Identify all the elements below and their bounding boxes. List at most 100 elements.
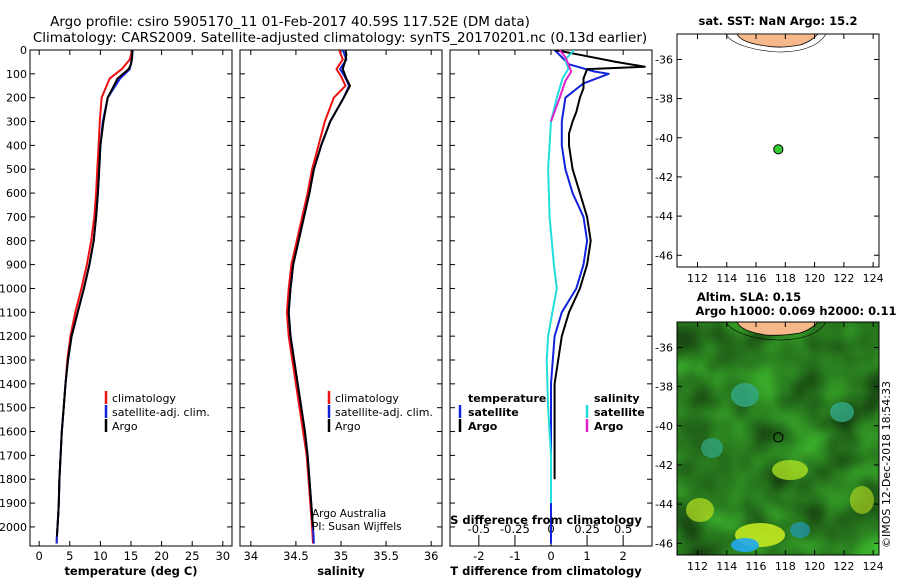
x-tick-label: 2 — [619, 549, 626, 563]
legend-label-argo: Argo — [335, 420, 361, 433]
x-tick-label: 25 — [185, 549, 200, 563]
salinity-y-ticks — [240, 49, 442, 528]
map-y-tick-label: -46 — [655, 249, 673, 262]
depth-tick-label: 1300 — [0, 354, 27, 367]
series-line-argo — [55, 50, 134, 537]
difference-panel: -2 -1 0 1 2 -0.5 -0.25 0 0.25 0.5 T difference f… — [449, 49, 653, 578]
depth-tick-label: 200 — [6, 92, 27, 105]
map-x-tick-label: 124 — [863, 272, 884, 285]
land-australia — [736, 34, 819, 48]
s-tick-label: -0.25 — [500, 522, 530, 536]
depth-tick-label: 300 — [6, 116, 27, 129]
depth-tick-label: 900 — [6, 259, 27, 272]
depth-tick-label: 600 — [6, 187, 27, 200]
difference-x-axis: -2 -1 0 1 2 — [473, 50, 627, 563]
coast-contour — [725, 322, 827, 341]
depth-tick-label: 1600 — [0, 426, 27, 439]
argo-float-marker — [773, 144, 784, 155]
s-tick-label: 0.25 — [574, 522, 600, 536]
sla-map-axes: -36 -38 -40 -42 -44 -46 112 114 116 118 120 122 124 — [655, 322, 884, 573]
title-line-1: Argo profile: csiro 5905170_11 01-Feb-20… — [50, 14, 530, 30]
salinity-plot-frame — [239, 49, 443, 547]
depth-tick-label: 1100 — [0, 306, 27, 319]
depth-tick-label: 500 — [6, 163, 27, 176]
x-tick-label: 15 — [124, 549, 139, 563]
map-y-tick-label: -40 — [655, 420, 673, 433]
map-x-tick-label: 112 — [687, 560, 708, 573]
sst-map-title: sat. SST: NaN Argo: 15.2 — [698, 14, 857, 28]
series-line-salinity-satellite — [545, 50, 575, 504]
x-tick-label: -1 — [509, 549, 520, 563]
depth-tick-label: 1400 — [0, 378, 27, 391]
depth-tick-label: 1000 — [0, 282, 27, 295]
depth-tick-label: 1200 — [0, 330, 27, 343]
map-y-tick-label: -46 — [655, 537, 673, 550]
imos-credit: ©IMOS 12-Dec-2018 18:54:33 — [880, 381, 893, 548]
x-tick-label: 20 — [154, 549, 169, 563]
map-x-tick-label: 116 — [746, 272, 767, 285]
map-x-tick-label: 124 — [863, 560, 884, 573]
map-x-tick-label: 120 — [804, 272, 825, 285]
temperature-panel: 0100200300400500600700800900100011001200… — [0, 44, 233, 578]
land-australia — [736, 322, 819, 336]
legend-label-climatology: climatology — [112, 392, 176, 405]
coast-contour — [725, 34, 827, 53]
legend-label-t-satellite: satellite — [468, 406, 519, 419]
x-tick-label: 35.5 — [373, 549, 399, 563]
series-line-temperature-satellite — [550, 50, 610, 544]
depth-tick-label: 400 — [6, 139, 27, 152]
depth-tick-label: 1900 — [0, 497, 27, 510]
x-tick-label: 34 — [244, 549, 259, 563]
salinity-xlabel: salinity — [317, 564, 365, 578]
map-x-tick-label: 118 — [775, 560, 796, 573]
map-y-tick-label: -38 — [655, 93, 673, 106]
map-x-tick-label: 116 — [746, 560, 767, 573]
map-y-tick-label: -36 — [655, 341, 673, 354]
map-y-tick-label: -42 — [655, 171, 673, 184]
x-tick-label: 0 — [547, 549, 554, 563]
salinity-x-axis: 34 34.5 35 35.5 36 — [244, 50, 438, 563]
map-y-tick-label: -38 — [655, 381, 673, 394]
sla-high-patch — [772, 460, 808, 480]
temperature-lines — [55, 50, 134, 544]
s-tick-label: -0.5 — [468, 522, 490, 536]
sla-low-patch — [790, 522, 810, 538]
depth-tick-label: 1700 — [0, 449, 27, 462]
x-tick-label: 10 — [93, 549, 108, 563]
sla-high-patch — [686, 498, 714, 522]
depth-tick-label: 1500 — [0, 402, 27, 415]
map-x-tick-label: 122 — [833, 560, 854, 573]
temperature-x-axis: 0 5 10 15 20 25 30 — [36, 50, 230, 563]
sla-low-patch — [830, 402, 854, 422]
sla-map-frame — [676, 321, 880, 556]
map-y-tick-label: -44 — [655, 210, 673, 223]
x-tick-label: -2 — [473, 549, 484, 563]
temperature-legend: climatology satellite-adj. clim. Argo — [104, 391, 210, 433]
x-tick-label: 1 — [583, 549, 590, 563]
series-line-temperature-argo — [553, 50, 646, 480]
credit-argo-australia: Argo Australia — [312, 508, 386, 520]
map-x-tick-label: 118 — [775, 272, 796, 285]
depth-axis: 0 100 200 300 400 500 600 700 800 900 1000 1100 1200… — [0, 44, 232, 534]
x-tick-label: 0 — [36, 549, 43, 563]
x-tick-label: 30 — [215, 549, 230, 563]
map-y-tick-label: -36 — [655, 53, 673, 66]
legend-label-climatology: climatology — [335, 392, 399, 405]
sst-map-axes: -36 -38 -40 -42 -44 -46 112 114 116 118 120 122 124 — [655, 34, 884, 285]
sla-low-patch — [731, 538, 759, 552]
difference-legend: temperature satellite Argo salinity sate… — [458, 392, 645, 433]
depth-tick-label: 0 — [20, 44, 27, 57]
depth-tick-label: 100 — [6, 68, 27, 81]
legend-label-t-argo: Argo — [468, 420, 498, 433]
sla-map-title-1: Altim. SLA: 0.15 — [697, 290, 801, 304]
x-tick-label: 5 — [66, 549, 73, 563]
depth-tick-label: 2000 — [0, 521, 27, 534]
legend-label-argo: Argo — [112, 420, 138, 433]
sla-high-patch — [850, 486, 874, 514]
argo-float-marker — [773, 432, 784, 443]
legend-title-temperature: temperature — [468, 392, 546, 405]
depth-tick-label: 700 — [6, 211, 27, 224]
map-y-tick-label: -42 — [655, 459, 673, 472]
salinity-lines — [285, 50, 351, 544]
map-x-tick-label: 112 — [687, 272, 708, 285]
